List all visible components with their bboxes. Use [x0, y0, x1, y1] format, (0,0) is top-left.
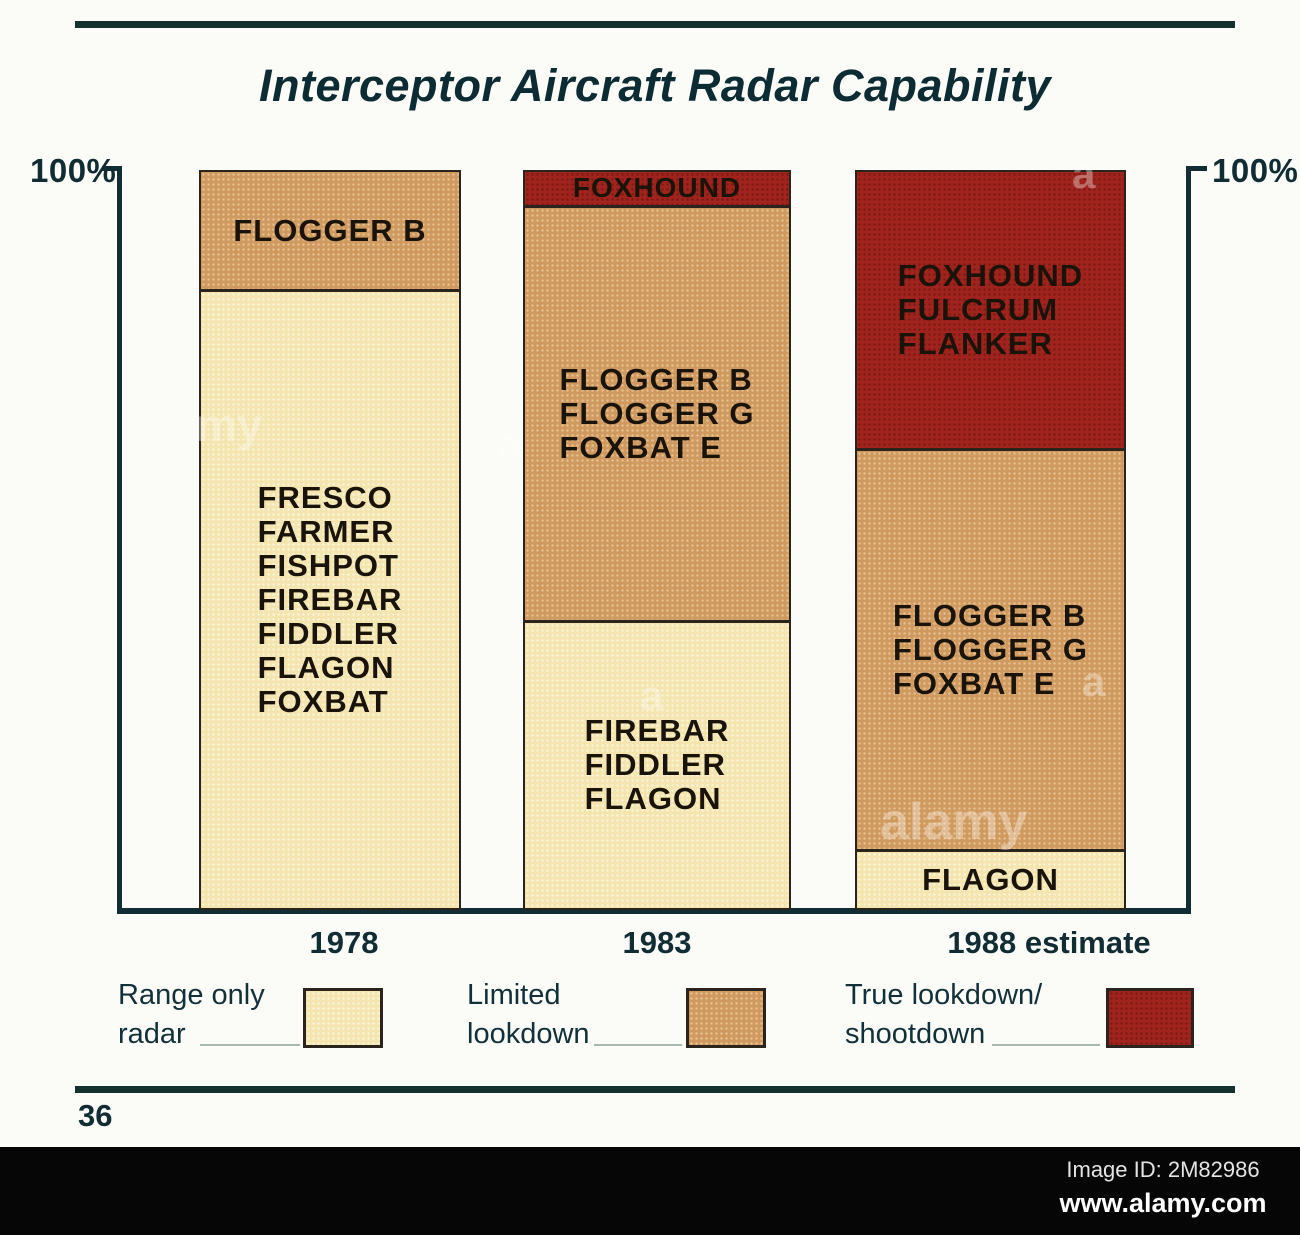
- alamy-image-id: Image ID: 2M82986: [1066, 1157, 1260, 1182]
- alamy-footer-bar: Image ID: 2M82986 www.alamy.com: [0, 1147, 1300, 1235]
- y-axis-label-left: 100%: [30, 152, 117, 189]
- segment-label: FLOGGER B FLOGGER G FOXBAT E: [559, 361, 755, 465]
- y-axis-label-right: 100%: [1212, 152, 1299, 189]
- y-axis-tick-right: [1186, 166, 1207, 171]
- bar-1988-segment-true-lookdown: FOXHOUND FULCRUM FLANKER: [857, 172, 1124, 449]
- bar-1983-segment-limited-lookdown: FLOGGER B FLOGGER G FOXBAT E: [525, 204, 789, 620]
- segment-label: FIREBAR FIDDLER FLAGON: [584, 713, 730, 817]
- legend-label-range-only: Range only radar: [118, 979, 265, 1050]
- segment-label: FLAGON: [922, 862, 1059, 898]
- chart-title: Interceptor Aircraft Radar Capability: [258, 60, 1052, 111]
- bar-1988-estimate: FOXHOUND FULCRUM FLANKER FLOGGER B FLOGG…: [855, 170, 1126, 910]
- legend-swatch-true-lookdown: [1106, 988, 1194, 1048]
- legend-label-limited-lookdown: Limited lookdown: [467, 979, 590, 1050]
- bar-1978: FLOGGER B FRESCO FARMER FISHPOT FIREBAR …: [199, 170, 461, 910]
- page-number: 36: [78, 1098, 113, 1133]
- top-rule: [75, 21, 1235, 28]
- segment-label: FOXHOUND FULCRUM FLANKER: [897, 258, 1084, 362]
- bar-1983-segment-range-only: FIREBAR FIDDLER FLAGON: [525, 619, 789, 908]
- alamy-info-block: Image ID: 2M82986 www.alamy.com: [1038, 1157, 1288, 1219]
- bar-1983: FOXHOUND FLOGGER B FLOGGER G FOXBAT E FI…: [523, 170, 791, 910]
- bar-1988-segment-range-only: FLAGON: [857, 849, 1124, 908]
- alamy-site-url: www.alamy.com: [1059, 1188, 1267, 1218]
- bar-1978-segment-limited-lookdown: FLOGGER B: [201, 172, 459, 290]
- legend-leader-line: [200, 1044, 300, 1046]
- legend-label-true-lookdown: True lookdown/ shootdown: [845, 979, 1043, 1050]
- x-label-1983: 1983: [622, 925, 692, 960]
- legend-leader-line: [992, 1044, 1100, 1046]
- x-label-1978: 1978: [309, 925, 379, 960]
- legend-leader-line: [594, 1044, 682, 1046]
- bar-1978-segment-range-only: FRESCO FARMER FISHPOT FIREBAR FIDDLER FL…: [201, 289, 459, 908]
- segment-label: FRESCO FARMER FISHPOT FIREBAR FIDDLER FL…: [257, 480, 403, 720]
- segment-label: FOXHOUND: [572, 172, 742, 204]
- legend-swatch-limited-lookdown: [686, 988, 766, 1048]
- x-label-1988-estimate: 1988 estimate: [947, 925, 1151, 960]
- y-axis-line-left: [117, 166, 122, 913]
- y-axis-line-right: [1186, 166, 1191, 913]
- legend-swatch-range-only: [303, 988, 383, 1048]
- bar-1988-segment-limited-lookdown: FLOGGER B FLOGGER G FOXBAT E: [857, 448, 1124, 850]
- segment-label: FLOGGER B FLOGGER G FOXBAT E: [893, 598, 1088, 702]
- bottom-rule: [75, 1086, 1235, 1093]
- x-axis-baseline: [117, 908, 1191, 914]
- segment-label: FLOGGER B: [233, 212, 427, 248]
- alamy-watermark-fragment: a: [498, 420, 522, 467]
- y-axis-tick-left: [102, 166, 122, 171]
- bar-1983-segment-true-lookdown: FOXHOUND: [525, 172, 789, 205]
